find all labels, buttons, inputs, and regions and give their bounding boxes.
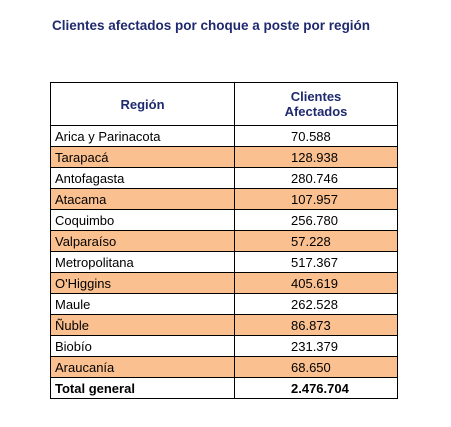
table-row: Maule 262.528	[50, 293, 398, 315]
table-row: Tarapacá 128.938	[50, 146, 398, 168]
header-cell: Región	[50, 82, 235, 126]
region-cell: Total general	[50, 377, 235, 399]
value-cell: 107.957	[234, 188, 398, 210]
region-cell: Maule	[50, 293, 235, 315]
region-cell: Tarapacá	[50, 146, 235, 168]
value-cell: 57.228	[234, 230, 398, 252]
region-cell: Coquimbo	[50, 209, 235, 231]
table-row: Total general 2.476.704	[50, 377, 398, 399]
value-cell: 231.379	[234, 335, 398, 357]
region-cell: Biobío	[50, 335, 235, 357]
header-cell: Clientes Afectados	[234, 82, 398, 126]
table-row: Ñuble 86.873	[50, 314, 398, 336]
region-cell: Metropolitana	[50, 251, 235, 273]
region-cell: Ñuble	[50, 314, 235, 336]
value-cell: 256.780	[234, 209, 398, 231]
table-row: Metropolitana 517.367	[50, 251, 398, 273]
region-cell: Atacama	[50, 188, 235, 210]
region-cell: Antofagasta	[50, 167, 235, 189]
table-row: Arica y Parinacota 70.588	[50, 125, 398, 147]
table-row: Antofagasta 280.746	[50, 167, 398, 189]
table-row: Coquimbo 256.780	[50, 209, 398, 231]
header-text: Clientes Afectados	[284, 89, 348, 119]
region-cell: Arica y Parinacota	[50, 125, 235, 147]
region-cell: Valparaíso	[50, 230, 235, 252]
value-cell: 2.476.704	[234, 377, 398, 399]
value-cell: 86.873	[234, 314, 398, 336]
table-row: Atacama 107.957	[50, 188, 398, 210]
header-row: Región Clientes Afectados	[50, 82, 398, 126]
value-cell: 405.619	[234, 272, 398, 294]
value-cell: 70.588	[234, 125, 398, 147]
value-cell: 517.367	[234, 251, 398, 273]
table-row: Biobío 231.379	[50, 335, 398, 357]
title: Clientes afectados por choque a poste po…	[52, 18, 371, 33]
table-row: O'Higgins 405.619	[50, 272, 398, 294]
region-cell: Araucanía	[50, 356, 235, 378]
table-row: Valparaíso 57.228	[50, 230, 398, 252]
value-cell: 128.938	[234, 146, 398, 168]
value-cell: 280.746	[234, 167, 398, 189]
table: Región Clientes Afectados Arica y Parina…	[50, 82, 398, 399]
table-row: Araucanía 68.650	[50, 356, 398, 378]
value-cell: 68.650	[234, 356, 398, 378]
region-cell: O'Higgins	[50, 272, 235, 294]
table-body: Arica y Parinacota 70.588 Tarapacá 128.938 A…	[50, 125, 398, 399]
value-cell: 262.528	[234, 293, 398, 315]
